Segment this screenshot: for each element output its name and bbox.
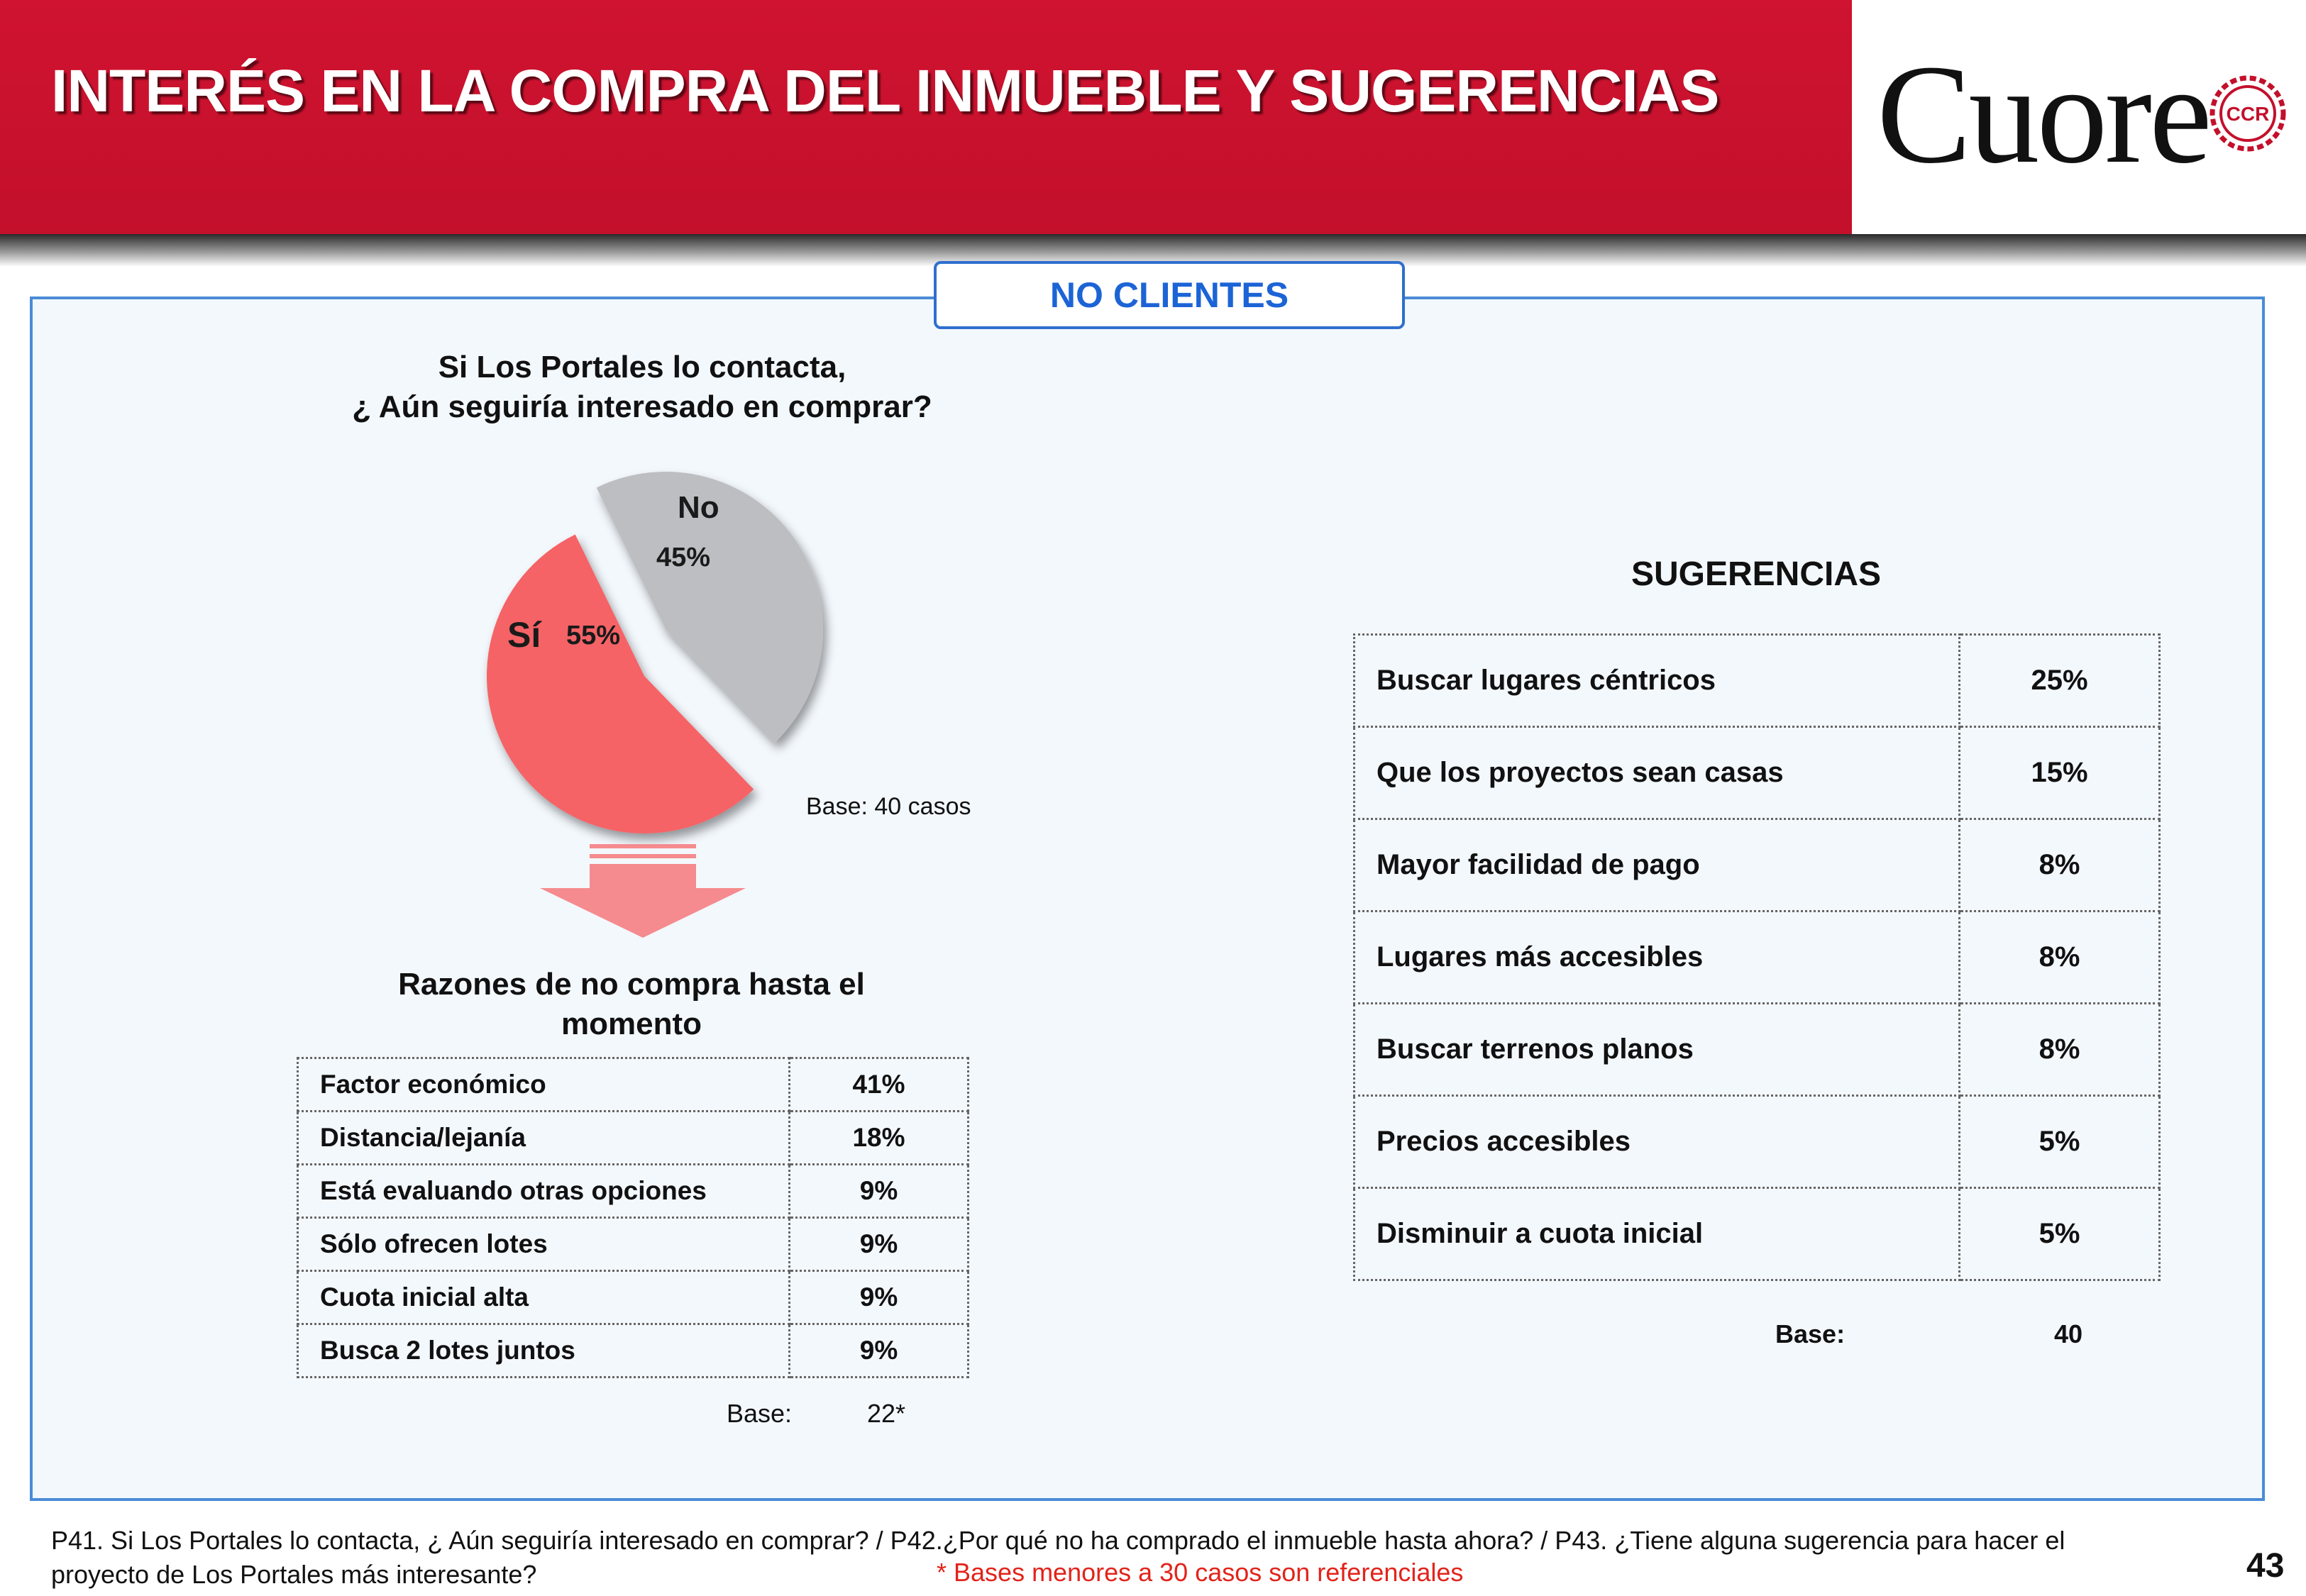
pie-question-line1: Si Los Portales lo contacta, — [438, 350, 846, 384]
row-value: 9% — [788, 1163, 969, 1219]
row-label: Buscar terrenos planos — [1353, 1002, 1960, 1097]
row-value: 5% — [1958, 1095, 2161, 1189]
reasons-base-value: 22* — [867, 1399, 906, 1428]
page-number: 43 — [2246, 1547, 2285, 1585]
table-row: Buscar lugares céntricos 25% — [1353, 633, 2161, 728]
row-label: Disminuir a cuota inicial — [1353, 1187, 1960, 1281]
row-value: 9% — [788, 1323, 969, 1378]
table-row: Disminuir a cuota inicial 5% — [1353, 1187, 2161, 1281]
table-row: Que los proyectos sean casas 15% — [1353, 726, 2161, 820]
table-row: Cuota inicial alta 9% — [297, 1270, 969, 1325]
table-row: Buscar terrenos planos 8% — [1353, 1002, 2161, 1097]
cuore-logo: Cuore — [1877, 36, 2212, 193]
table-row: Lugares más accesibles 8% — [1353, 910, 2161, 1004]
row-label: Distancia/lejanía — [297, 1110, 790, 1165]
row-value: 9% — [788, 1270, 969, 1325]
arrow-down-icon — [540, 844, 746, 938]
row-label: Busca 2 lotes juntos — [297, 1323, 790, 1378]
row-label: Está evaluando otras opciones — [297, 1163, 790, 1219]
table-row: Sólo ofrecen lotes 9% — [297, 1217, 969, 1272]
pie-slice-value: 45% — [656, 543, 710, 572]
pie-slice-si — [487, 534, 754, 833]
row-value: 15% — [1958, 726, 2161, 820]
suggestions-base-label: Base: — [1775, 1319, 1846, 1348]
pie-slice-label: No — [678, 490, 719, 525]
row-value: 8% — [1958, 818, 2161, 912]
row-label: Factor económico — [297, 1057, 790, 1112]
ccr-seal-icon: CCR — [2210, 75, 2286, 152]
row-value: 8% — [1958, 1002, 2161, 1097]
row-label: Sólo ofrecen lotes — [297, 1217, 790, 1272]
row-label: Cuota inicial alta — [297, 1270, 790, 1325]
reasons-table: Factor económico 41% Distancia/lejanía 18% E… — [297, 1057, 969, 1378]
row-label: Mayor facilidad de pago — [1353, 818, 1960, 912]
suggestions-title: SUGERENCIAS — [1631, 555, 1882, 593]
segment-tab: NO CLIENTES — [934, 261, 1405, 329]
row-value: 5% — [1958, 1187, 2161, 1281]
logo-area — [1852, 0, 2306, 234]
base-disclaimer: * Bases menores a 30 casos son referenci… — [937, 1558, 1464, 1587]
row-value: 9% — [788, 1217, 969, 1272]
table-row: Está evaluando otras opciones 9% — [297, 1163, 969, 1219]
pie-slice-value: 55% — [566, 621, 620, 650]
row-value: 41% — [788, 1057, 969, 1112]
pie-question: Si Los Portales lo contacta, ¿ Aún segui… — [241, 348, 1043, 427]
reasons-base-label: Base: — [727, 1399, 793, 1428]
table-row: Distancia/lejanía 18% — [297, 1110, 969, 1165]
table-row: Factor económico 41% — [297, 1057, 969, 1112]
pie-slice-label: Sí — [507, 615, 542, 655]
footnote-line1: P41. Si Los Portales lo contacta, ¿ Aún … — [51, 1526, 2065, 1555]
footnote-line2: proyecto de Los Portales más interesante… — [51, 1560, 537, 1589]
row-label: Lugares más accesibles — [1353, 910, 1960, 1004]
row-value: 8% — [1958, 910, 2161, 1004]
footnote: P41. Si Los Portales lo contacta, ¿ Aún … — [51, 1524, 2180, 1592]
header-bar — [0, 0, 1852, 234]
row-label: Precios accesibles — [1353, 1095, 1960, 1189]
suggestions-table: Buscar lugares céntricos 25% Que los proye… — [1353, 633, 2161, 1281]
table-row: Mayor facilidad de pago 8% — [1353, 818, 2161, 912]
seal-text: CCR — [2227, 103, 2270, 125]
row-label: Buscar lugares céntricos — [1353, 633, 1960, 728]
reasons-title-line2: momento — [561, 1007, 702, 1041]
page-title: INTERÉS EN LA COMPRA DEL INMUEBLE Y SUGE… — [51, 57, 1719, 124]
row-value: 25% — [1958, 633, 2161, 728]
table-row: Busca 2 lotes juntos 9% — [297, 1323, 969, 1378]
row-label: Que los proyectos sean casas — [1353, 726, 1960, 820]
pie-slice-no — [596, 471, 824, 743]
table-row: Precios accesibles 5% — [1353, 1095, 2161, 1189]
pie-chart: No 45% Sí 55% — [487, 471, 824, 833]
reasons-title: Razones de no compra hasta el momento — [312, 965, 951, 1044]
suggestions-base-value: 40 — [2054, 1319, 2083, 1348]
pie-base: Base: 40 casos — [806, 793, 971, 820]
row-value: 18% — [788, 1110, 969, 1165]
reasons-title-line1: Razones de no compra hasta el — [398, 967, 865, 1002]
pie-question-line2: ¿ Aún seguiría interesado en comprar? — [352, 389, 932, 424]
